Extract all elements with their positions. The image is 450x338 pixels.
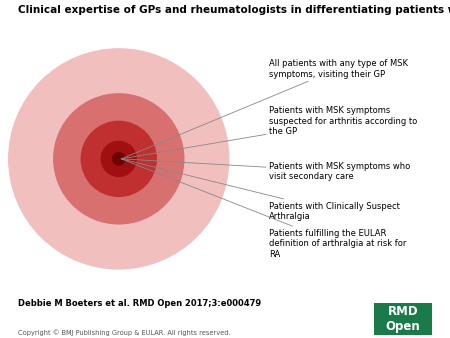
Circle shape	[81, 121, 156, 196]
Circle shape	[54, 94, 184, 224]
Text: Patients with Clinically Suspect
Arthralgia: Patients with Clinically Suspect Arthral…	[121, 159, 400, 221]
Text: Debbie M Boeters et al. RMD Open 2017;3:e000479: Debbie M Boeters et al. RMD Open 2017;3:…	[18, 299, 261, 308]
Text: All patients with any type of MSK
symptoms, visiting their GP: All patients with any type of MSK sympto…	[121, 59, 408, 159]
Circle shape	[9, 49, 229, 269]
Circle shape	[101, 141, 136, 176]
Text: Patients with MSK symptoms
suspected for arthritis according to
the GP: Patients with MSK symptoms suspected for…	[121, 106, 417, 159]
Text: Patients fulfilling the EULAR
definition of arthralgia at risk for
RA: Patients fulfilling the EULAR definition…	[121, 159, 406, 259]
Text: Copyright © BMJ Publishing Group & EULAR. All rights reserved.: Copyright © BMJ Publishing Group & EULAR…	[18, 330, 230, 336]
Text: Clinical expertise of GPs and rheumatologists in differentiating patients with a: Clinical expertise of GPs and rheumatolo…	[18, 5, 450, 15]
Circle shape	[112, 153, 125, 165]
Text: Patients with MSK symptoms who
visit secondary care: Patients with MSK symptoms who visit sec…	[121, 159, 410, 181]
Text: RMD
Open: RMD Open	[385, 305, 420, 333]
